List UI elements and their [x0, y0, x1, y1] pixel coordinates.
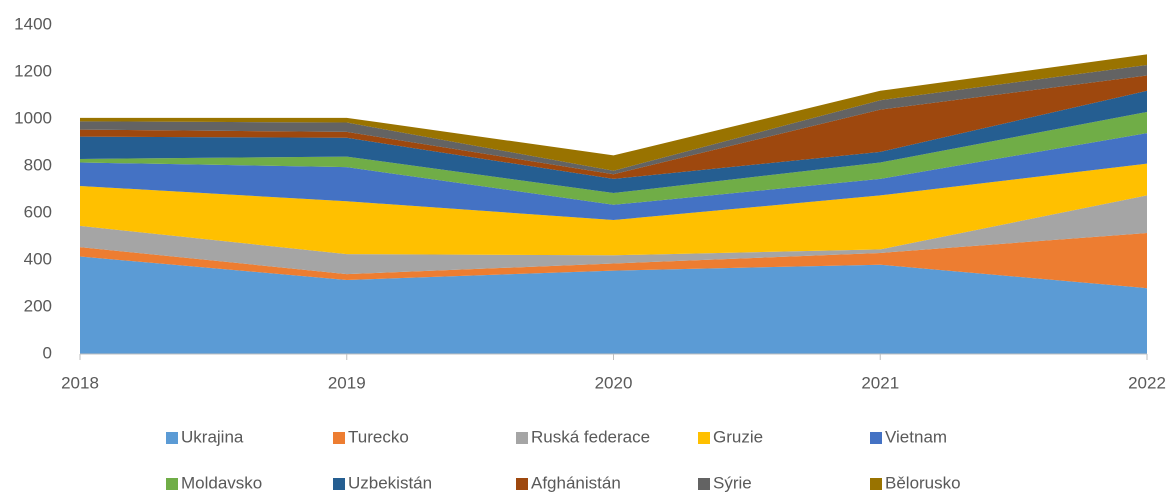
legend-label: Uzbekistán	[348, 473, 432, 492]
y-tick-label: 1200	[14, 61, 52, 80]
y-tick-label: 0	[43, 343, 52, 362]
legend-swatch	[166, 478, 178, 490]
y-tick-label: 1400	[14, 14, 52, 33]
area	[80, 195, 1147, 275]
x-tick-label: 2021	[861, 373, 899, 392]
y-tick-label: 1000	[14, 108, 52, 127]
legend-swatch	[166, 432, 178, 444]
legend-label: Ruská federace	[531, 427, 650, 446]
legend-swatch	[698, 432, 710, 444]
legend-swatch	[333, 432, 345, 444]
area	[80, 133, 1147, 221]
legend-label: Gruzie	[713, 427, 763, 446]
x-tick-label: 2019	[328, 373, 366, 392]
legend-label: Turecko	[348, 427, 409, 446]
y-tick-label: 800	[24, 155, 52, 174]
area	[80, 256, 1147, 354]
legend-swatch	[870, 432, 882, 444]
area	[80, 90, 1147, 194]
legend-swatch	[333, 478, 345, 490]
area	[80, 232, 1147, 289]
legend-label: Moldavsko	[181, 473, 262, 492]
x-tick-label: 2018	[61, 373, 99, 392]
legend-swatch	[698, 478, 710, 490]
legend-label: Vietnam	[885, 427, 947, 446]
area	[80, 163, 1147, 256]
legend-swatch	[516, 432, 528, 444]
area	[80, 75, 1147, 179]
legend-label: Sýrie	[713, 473, 752, 492]
x-tick-label: 2020	[595, 373, 633, 392]
legend-swatch	[516, 478, 528, 490]
legend-swatch	[870, 478, 882, 490]
legend-label: Bělorusko	[885, 473, 961, 492]
legend-label: Ukrajina	[181, 427, 244, 446]
x-tick-label: 2022	[1128, 373, 1166, 392]
y-tick-label: 200	[24, 296, 52, 315]
y-tick-label: 600	[24, 202, 52, 221]
y-tick-label: 400	[24, 249, 52, 268]
legend-label: Afghánistán	[531, 473, 621, 492]
area	[80, 111, 1147, 205]
